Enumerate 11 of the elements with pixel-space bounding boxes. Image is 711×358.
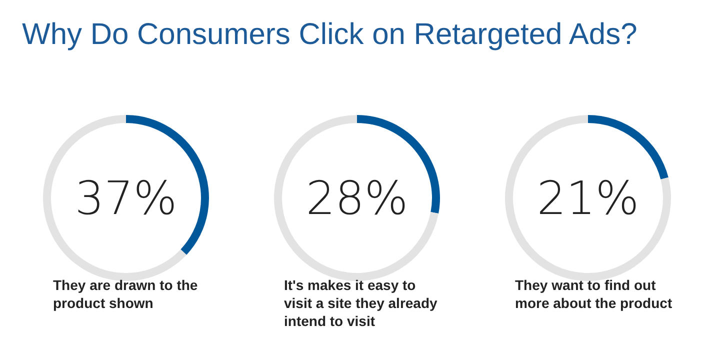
data-label: 21% xyxy=(536,171,640,225)
text: It's makes it easy to visit a site they already intend to visit xyxy=(284,277,438,329)
data-label: 28% xyxy=(306,171,408,225)
text: They are drawn to the product shown xyxy=(53,277,198,311)
text: They want to find out more about the product xyxy=(515,277,672,311)
donut-slice xyxy=(43,115,187,281)
text: Why Do Consumers Click on Retargeted Ads? xyxy=(22,18,638,51)
data-label: 37% xyxy=(74,171,178,225)
donut-slice xyxy=(274,115,439,281)
donut-slice xyxy=(505,115,671,281)
donut-slice xyxy=(588,115,668,180)
